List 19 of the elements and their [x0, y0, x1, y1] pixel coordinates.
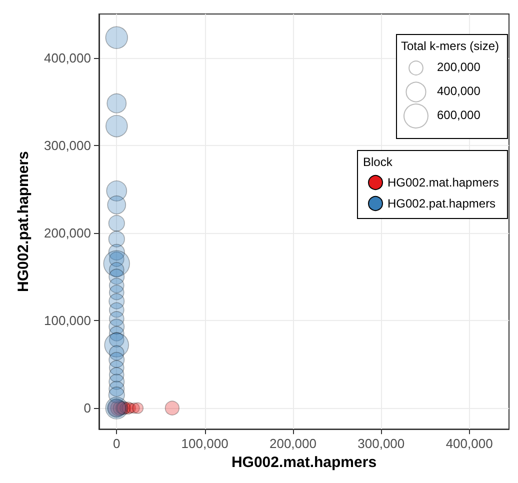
- x-axis-title: HG002.mat.hapmers: [231, 454, 377, 471]
- x-tick-label: 0: [113, 436, 120, 452]
- legend-label: 600,000: [437, 108, 481, 122]
- y-tick-label: 200,000: [44, 225, 91, 240]
- y-tick-label: 400,000: [44, 50, 91, 66]
- y-tick-label: 300,000: [44, 138, 91, 153]
- annotation: Total k-mers (size): [401, 39, 500, 53]
- x-tick-label: 200,000: [269, 436, 316, 452]
- x-tick-label: 400,000: [446, 436, 493, 452]
- legend-title: Block: [363, 155, 394, 169]
- legend-label: HG002.mat.hapmers: [388, 176, 499, 190]
- y-tick-label: 0: [84, 400, 91, 416]
- legend-label: HG002.pat.hapmers: [388, 196, 496, 210]
- legend-label: 200,000: [437, 60, 481, 74]
- x-tick-label: 300,000: [358, 436, 405, 452]
- y-tick-label: 100,000: [44, 313, 91, 328]
- y-axis-title: HG002.pat.hapmers: [15, 151, 32, 292]
- x-tick-label: 100,000: [181, 436, 228, 452]
- legend-label: 400,000: [437, 84, 481, 98]
